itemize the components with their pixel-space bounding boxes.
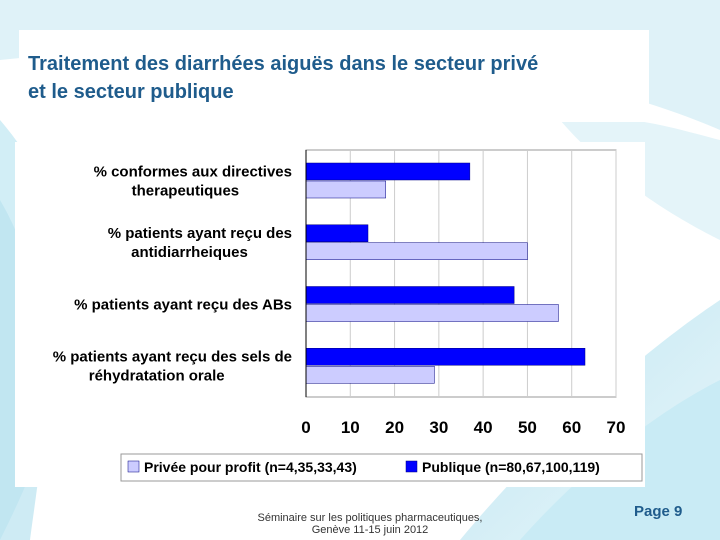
bar — [305, 286, 515, 304]
x-tick-label: 50 — [518, 418, 537, 437]
x-tick-label: 70 — [607, 418, 626, 437]
category-label: therapeutiques — [132, 182, 240, 199]
category-label: % patients ayant reçu des — [108, 225, 292, 242]
legend-label-publique: Publique (n=80,67,100,119) — [422, 459, 600, 475]
bars — [305, 162, 586, 384]
title-line-2: et le secteur publique — [28, 81, 234, 103]
bar — [305, 348, 586, 366]
x-tick-label: 60 — [562, 418, 581, 437]
x-tick-label: 20 — [385, 418, 404, 437]
footer-line-2: Genève 11-15 juin 2012 — [311, 524, 429, 536]
category-label: réhydratation orale — [89, 368, 225, 385]
legend-swatch-prive — [127, 460, 140, 473]
bar — [305, 242, 528, 260]
category-label: % patients ayant reçu des ABs — [74, 296, 292, 313]
category-label: % patients ayant reçu des sels de — [53, 349, 292, 366]
page-number: Page 9 — [634, 503, 683, 520]
footer-text: Séminaire sur les politiques pharmaceuti… — [240, 512, 500, 536]
title-box — [19, 30, 649, 122]
x-tick-label: 30 — [429, 418, 448, 437]
title-line-1: Traitement des diarrhées aiguës dans le … — [28, 53, 539, 75]
bar — [305, 162, 471, 181]
x-tick-labels: 0 10 20 30 40 50 60 70 — [301, 418, 625, 437]
legend-label-prive: Privée pour profit (n=4,35,33,43) — [144, 459, 357, 475]
footer-line-1: Séminaire sur les politiques pharmaceuti… — [257, 512, 483, 524]
bar — [305, 224, 369, 242]
x-tick-label: 40 — [474, 418, 493, 437]
legend-swatch-publique — [405, 460, 418, 473]
slide-title: Traitement des diarrhées aiguës dans le … — [28, 50, 648, 106]
bar — [305, 304, 559, 322]
x-tick-label: 0 — [301, 418, 310, 437]
category-label: % conformes aux directives — [94, 163, 292, 180]
legend: Privée pour profit (n=4,35,33,43) Publiqu… — [120, 453, 643, 482]
bar — [305, 180, 386, 199]
bar — [305, 366, 435, 384]
legend-box — [120, 453, 643, 482]
category-label: antidiarrheiques — [131, 244, 248, 261]
x-tick-label: 10 — [341, 418, 360, 437]
category-labels: % conformes aux directives therapeutiques… — [53, 163, 292, 384]
